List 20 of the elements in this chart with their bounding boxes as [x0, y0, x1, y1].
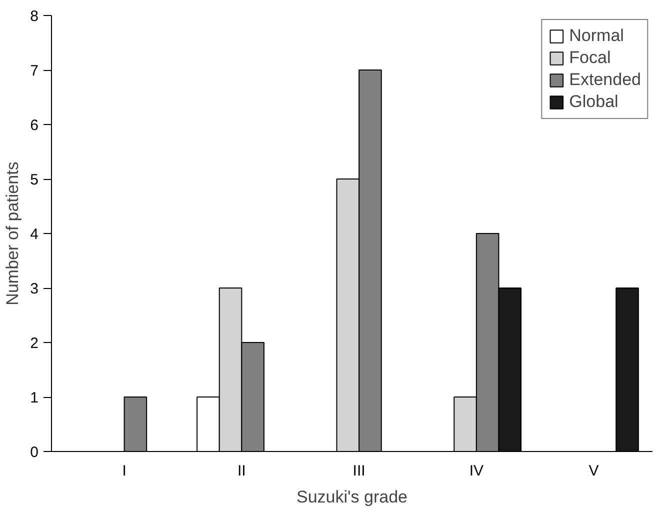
y-tick-label: 3 [30, 280, 38, 298]
x-tick-label: IV [469, 462, 484, 480]
legend-label: Extended [569, 70, 641, 90]
legend-label: Normal [569, 26, 624, 46]
y-tick-label: 6 [30, 117, 38, 134]
y-tick-label: 1 [30, 390, 38, 406]
x-tick-label: III [352, 462, 366, 480]
legend-label: Focal [569, 48, 611, 68]
x-tick-label: II [237, 462, 246, 480]
y-tick-label: 7 [30, 62, 38, 80]
y-tick-label: 8 [30, 8, 38, 25]
x-tick-label: V [588, 462, 599, 480]
legend-label: Global [569, 92, 618, 112]
x-tick-label: I [122, 462, 126, 480]
y-tick-label: 4 [30, 226, 38, 243]
y-tick-label: 5 [30, 172, 38, 188]
x-axis-title: Suzuki's grade [296, 488, 408, 506]
y-tick-label: 2 [30, 335, 38, 352]
y-axis-title: Number of patients [3, 162, 22, 306]
y-tick-label: 0 [30, 444, 38, 461]
